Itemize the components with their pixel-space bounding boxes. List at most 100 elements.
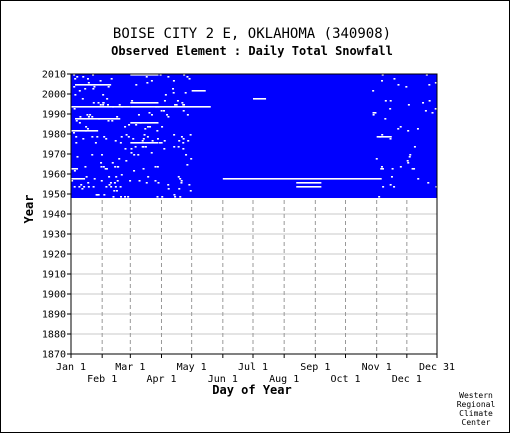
y-tick-label: 1980 — [42, 130, 66, 141]
missing-data-point — [427, 182, 430, 184]
missing-data-point — [98, 118, 101, 120]
missing-data-point — [156, 166, 159, 168]
missing-data-point — [411, 168, 414, 170]
missing-data-point — [180, 136, 183, 138]
missing-data-point — [186, 164, 189, 166]
missing-data-segment — [252, 98, 267, 100]
missing-data-point — [104, 168, 107, 170]
missing-data-point — [144, 128, 147, 130]
missing-data-point — [163, 110, 166, 112]
missing-data-segment — [75, 84, 111, 86]
missing-data-point — [76, 76, 79, 78]
y-axis-label: Year — [22, 195, 36, 224]
missing-data-point — [79, 116, 82, 118]
missing-data-point — [109, 84, 112, 86]
missing-data-segment — [376, 136, 392, 138]
y-tick-label: 1890 — [42, 310, 66, 321]
missing-data-point — [189, 134, 192, 136]
missing-data-segment — [71, 178, 86, 180]
missing-data-point — [85, 126, 88, 128]
missing-data-point — [145, 76, 148, 78]
missing-data-point — [409, 154, 412, 156]
missing-data-point — [397, 84, 400, 86]
missing-data-point — [131, 100, 134, 102]
missing-data-point — [93, 86, 96, 88]
missing-data-point — [156, 130, 159, 132]
missing-data-point — [393, 186, 396, 188]
missing-data-point — [155, 106, 158, 108]
missing-data-point — [381, 134, 384, 136]
missing-data-point — [184, 92, 187, 94]
missing-data-point — [407, 162, 410, 164]
missing-data-point — [150, 114, 153, 116]
missing-data-point — [389, 100, 392, 102]
missing-data-point — [105, 138, 108, 140]
missing-data-point — [105, 168, 108, 170]
missing-data-point — [142, 138, 145, 140]
missing-data-point — [111, 120, 114, 122]
missing-data-point — [120, 196, 123, 198]
missing-data-point — [84, 88, 87, 90]
missing-data-point — [413, 168, 416, 170]
y-tick-label: 1910 — [42, 270, 66, 281]
missing-data-point — [372, 112, 375, 114]
missing-data-point — [428, 100, 431, 102]
plot-area: 1870 1880 1890 1900 1910 1920 1930 1940 1950 1960… — [42, 70, 455, 386]
missing-data-point — [179, 178, 182, 180]
missing-data-point — [87, 82, 90, 84]
missing-data-point — [178, 188, 181, 190]
missing-data-point — [91, 154, 94, 156]
missing-data-point — [174, 196, 177, 198]
missing-data-point — [167, 76, 170, 78]
x-tick-label: Sep 1 — [300, 362, 330, 373]
missing-data-segment — [71, 130, 99, 132]
x-tick-label: Oct 1 — [330, 374, 360, 385]
missing-data-point — [375, 158, 378, 160]
missing-data-point — [102, 94, 105, 96]
data-coverage-block — [71, 74, 437, 198]
missing-data-point — [92, 102, 95, 104]
missing-data-point — [434, 82, 437, 84]
missing-data-point — [99, 104, 102, 106]
missing-data-point — [428, 84, 431, 86]
missing-data-point — [116, 180, 119, 182]
missing-data-point — [146, 126, 149, 128]
x-tick-label: Dec 1 — [392, 374, 422, 385]
y-tick-label: 1960 — [42, 170, 66, 181]
missing-data-point — [146, 136, 149, 138]
missing-data-point — [425, 74, 428, 76]
missing-data-point — [139, 122, 142, 124]
missing-data-point — [382, 186, 385, 188]
y-tick-label: 1940 — [42, 210, 66, 221]
missing-data-point — [107, 120, 110, 122]
missing-data-point — [124, 126, 127, 128]
missing-data-point — [183, 74, 186, 76]
missing-data-point — [173, 146, 176, 148]
missing-data-point — [160, 142, 163, 144]
missing-data-point — [87, 182, 90, 184]
x-tick-label: Jul 1 — [238, 362, 268, 373]
y-tick-label: 1970 — [42, 150, 66, 161]
missing-data-point — [163, 140, 166, 142]
missing-data-point — [75, 136, 78, 138]
missing-data-point — [173, 194, 176, 196]
missing-data-point — [100, 180, 103, 182]
missing-data-point — [381, 74, 384, 76]
missing-data-point — [133, 154, 136, 156]
missing-data-point — [408, 156, 411, 158]
missing-data-point — [138, 180, 141, 182]
missing-data-point — [175, 104, 178, 106]
missing-data-point — [167, 188, 170, 190]
missing-data-point — [91, 116, 94, 118]
missing-data-point — [174, 104, 177, 106]
missing-data-point — [173, 134, 176, 136]
missing-data-point — [134, 146, 137, 148]
missing-data-point — [407, 104, 410, 106]
missing-data-point — [381, 80, 384, 82]
x-tick-label: Feb 1 — [87, 374, 117, 385]
missing-data-point — [117, 166, 120, 168]
missing-data-point — [92, 88, 95, 90]
missing-data-point — [105, 186, 108, 188]
missing-data-point — [172, 88, 175, 90]
missing-data-point — [148, 112, 151, 114]
